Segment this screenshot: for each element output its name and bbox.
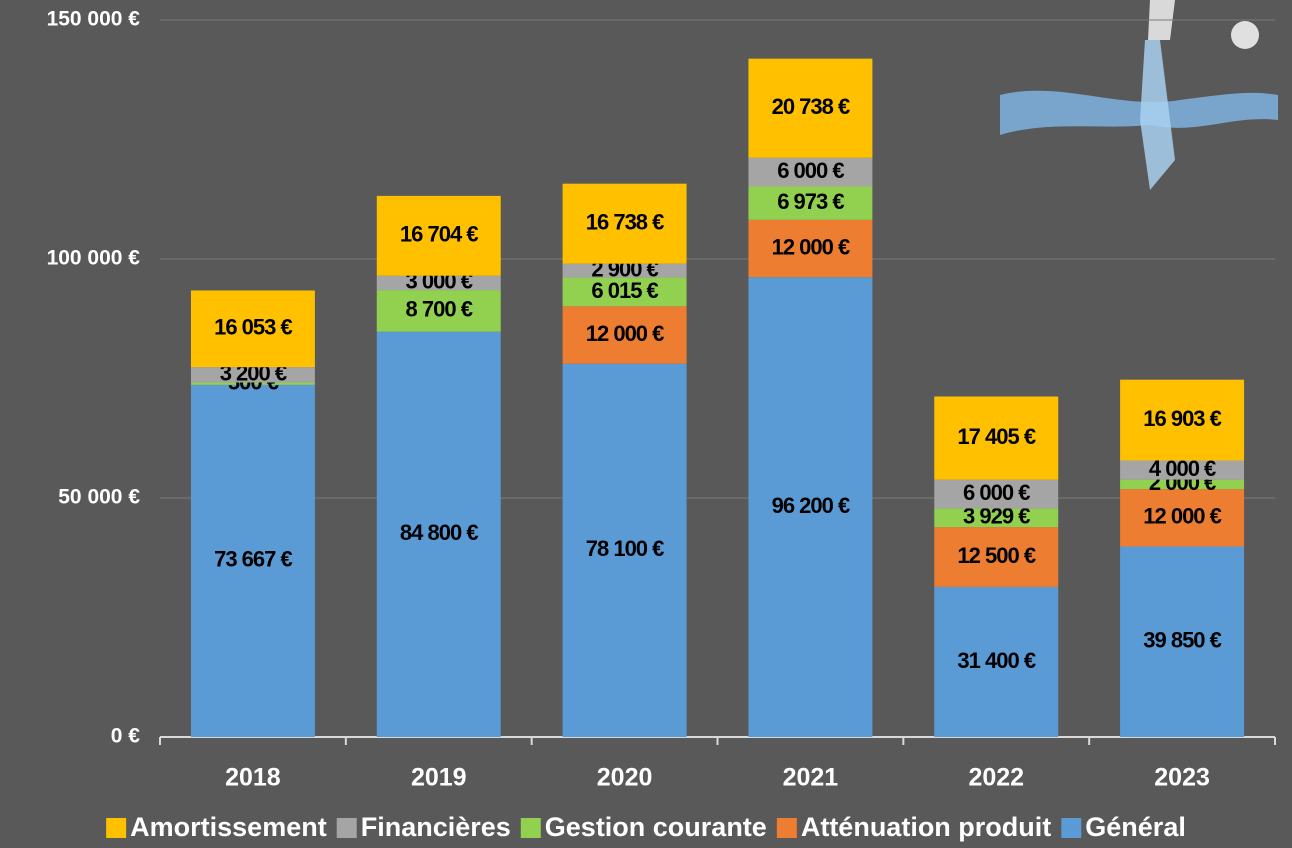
value-label: 17 405 € xyxy=(957,424,1035,449)
value-label: 16 053 € xyxy=(214,315,292,340)
value-label: 16 704 € xyxy=(400,222,478,247)
value-label: 6 973 € xyxy=(777,189,844,214)
legend-swatch xyxy=(106,818,126,838)
y-tick-label: 100 000 € xyxy=(47,247,141,270)
value-label: 78 100 € xyxy=(586,536,664,561)
x-tick-label: 2019 xyxy=(411,764,467,792)
value-label: 73 667 € xyxy=(214,547,292,572)
value-label: 96 200 € xyxy=(772,493,850,518)
value-label: 39 850 € xyxy=(1143,628,1221,653)
y-tick-label: 150 000 € xyxy=(47,8,141,31)
legend-label: Financières xyxy=(361,812,511,842)
x-tick-label: 2021 xyxy=(783,764,839,792)
chart: 0 € 50 000 € 100 000 € 150 000 € 2018 73 667 … xyxy=(0,0,1292,848)
value-label: 16 738 € xyxy=(586,210,664,235)
value-label: 12 000 € xyxy=(772,234,850,259)
value-label: 12 000 € xyxy=(1143,504,1221,529)
legend-label: Général xyxy=(1085,812,1186,842)
value-label: 12 500 € xyxy=(957,543,1035,568)
value-label: 6 015 € xyxy=(591,278,658,303)
x-tick-label: 2018 xyxy=(225,764,281,792)
value-label: 12 000 € xyxy=(586,321,664,346)
x-tick-label: 2023 xyxy=(1154,764,1210,792)
legend-swatch xyxy=(337,818,357,838)
x-tick-label: 2020 xyxy=(597,764,653,792)
value-label: 16 903 € xyxy=(1143,406,1221,431)
value-label: 31 400 € xyxy=(957,648,1035,673)
y-tick-label: 50 000 € xyxy=(58,486,140,509)
value-label: 6 000 € xyxy=(963,480,1030,505)
value-label: 6 000 € xyxy=(777,158,844,183)
legend-label: Gestion courante xyxy=(545,812,767,842)
legend-label: Amortissement xyxy=(130,812,327,842)
legend-swatch xyxy=(1061,818,1081,838)
x-tick-label: 2022 xyxy=(968,764,1024,792)
y-tick-label: 0 € xyxy=(111,725,141,748)
value-label: 20 738 € xyxy=(772,94,850,119)
value-label: 8 700 € xyxy=(406,297,473,322)
legend-label: Atténuation produit xyxy=(801,812,1051,842)
value-label: 84 800 € xyxy=(400,520,478,545)
legend-swatch xyxy=(777,818,797,838)
legend-swatch xyxy=(521,818,541,838)
